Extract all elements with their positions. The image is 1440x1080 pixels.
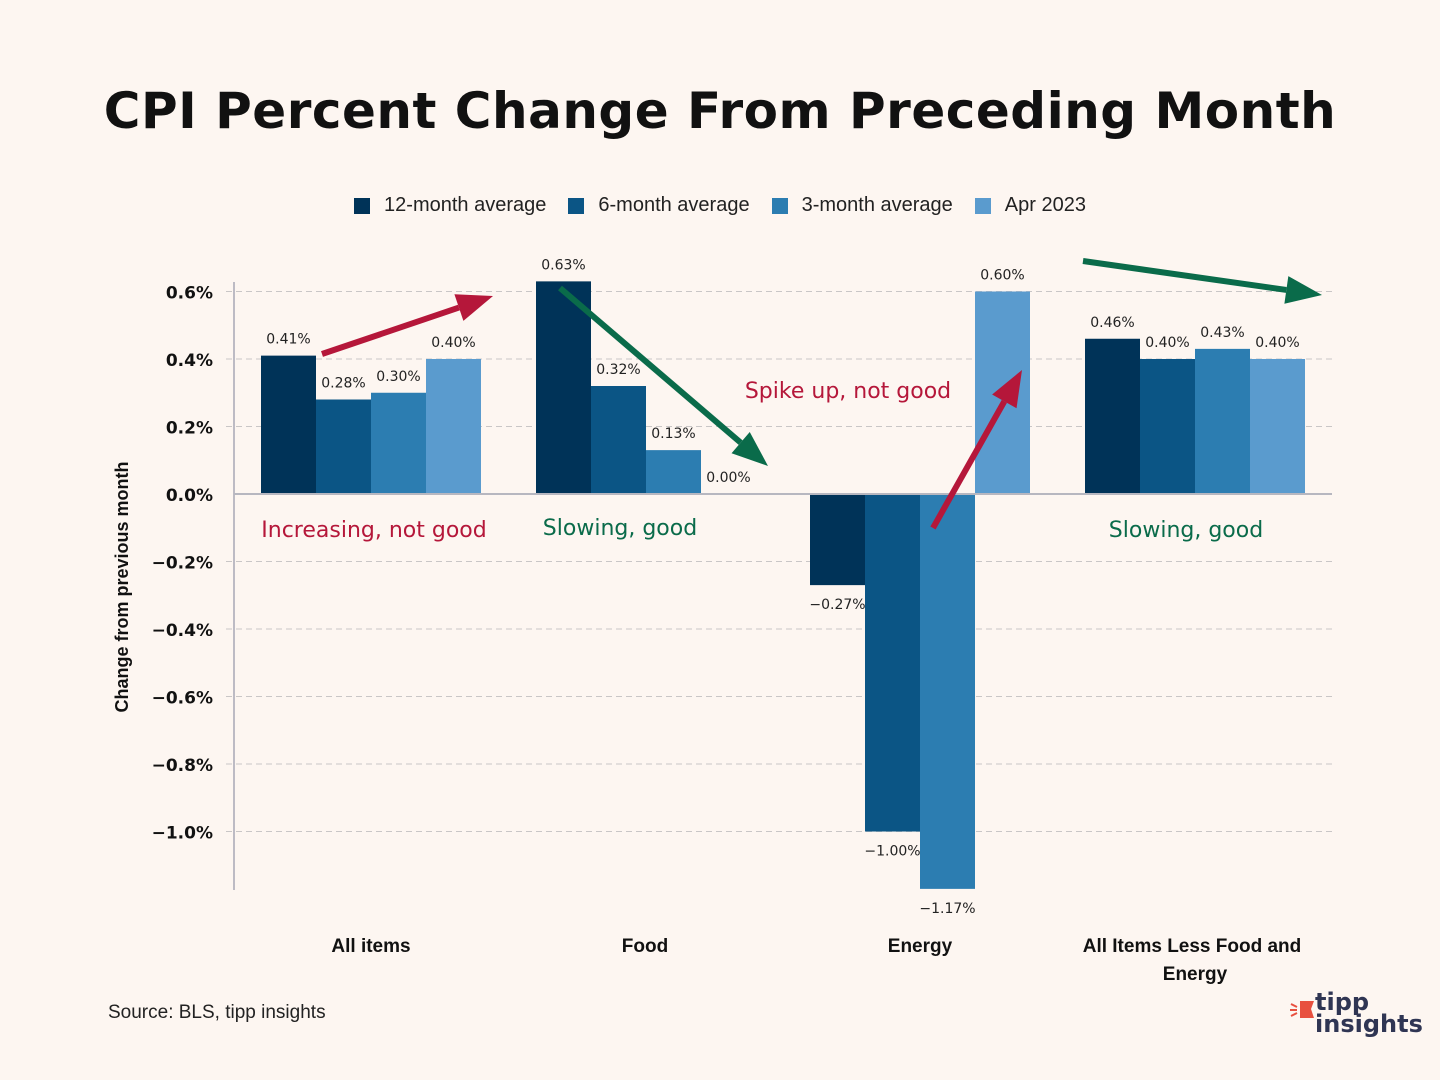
arrow-head-icon [731,431,768,466]
y-tick-label: −0.4% [152,621,213,641]
bar-1-2 [646,450,701,494]
arrow-head-icon [454,294,493,321]
y-tick-label: −0.8% [152,756,213,776]
bar-0-2 [371,392,426,494]
legend-item: 12-month average [354,194,546,217]
tipp-insights-logo: tipp insights [1282,990,1432,1045]
data-label: 0.00% [706,470,750,486]
legend-item: 3-month average [771,194,953,217]
bar-3-0 [1085,338,1140,494]
data-label: 0.43% [1200,325,1244,341]
legend-swatch [568,197,585,214]
trend-arrow-up-icon [930,399,1007,530]
y-tick-label: −1.0% [152,824,213,844]
logo-text-tipp: tipp [1315,988,1370,1016]
legend-item: Apr 2023 [974,194,1086,217]
data-label: 0.46% [1090,315,1134,331]
logo-flag-icon [1290,1001,1314,1018]
bar-1-0 [536,281,591,494]
y-tick-label: 0.0% [166,486,213,506]
annotation-text: Slowing, good [543,516,697,541]
legend-item: 6-month average [568,194,750,217]
bar-0-0 [261,355,316,494]
x-tick-label: Food [622,936,668,957]
data-label: −1.17% [919,901,975,917]
source-note: Source: BLS, tipp insights [108,1002,326,1023]
annotation-text: Increasing, not good [261,518,486,543]
legend: 12-month average 6-month average 3-month a… [0,194,1440,217]
x-tick-label: All items [331,936,410,957]
trend-arrow-down-icon [1082,258,1287,293]
data-label: 0.28% [321,376,365,392]
y-tick-label: −0.6% [152,689,213,709]
bar-2-2 [920,494,975,889]
data-label: 0.40% [1255,335,1299,351]
y-axis-label: Change from previous month [112,461,132,712]
data-label: 0.13% [651,426,695,442]
bar-0-1 [316,399,371,494]
data-label: 0.60% [980,268,1024,284]
arrow-head-icon [992,370,1022,409]
bar-3-2 [1195,348,1250,494]
logo-text-insights: insights [1315,1010,1423,1038]
annotation-text: Spike up, not good [745,379,951,404]
data-label: −1.00% [864,844,920,860]
legend-label: 12-month average [384,194,547,216]
chart-title: CPI Percent Change From Preceding Month [103,82,1337,140]
data-label: −0.27% [809,597,865,613]
arrow-head-icon [1284,276,1322,304]
data-label: 0.40% [1145,335,1189,351]
bar-2-1 [865,494,920,832]
x-tick-label: Energy [888,936,953,957]
y-tick-label: 0.6% [166,284,213,304]
legend-swatch [771,197,788,214]
y-tick-label: 0.2% [166,419,213,439]
legend-swatch [974,197,991,214]
data-label: 0.30% [376,369,420,385]
legend-label: Apr 2023 [1004,194,1086,216]
legend-label: 3-month average [801,194,953,216]
data-label: 0.41% [266,332,310,348]
trend-arrow-down-icon [558,285,743,445]
bar-3-3 [1250,359,1305,494]
y-tick-label: 0.4% [166,351,213,371]
bar-0-3 [426,359,481,494]
bar-1-1 [591,386,646,494]
y-tick-label: −0.2% [152,554,213,574]
legend-swatch [354,197,371,214]
x-tick-label: All Items Less Food and Energy [1083,936,1302,985]
bar-2-0 [810,494,865,586]
chart: 0.6% 0.4% 0.2% 0.0% −0.2% −0.4% −0.6% −0.8% −1.0… [112,257,1332,985]
trend-arrow-up-icon [321,304,460,357]
data-label: 0.63% [541,257,585,273]
bar-3-1 [1140,359,1195,494]
annotation-text: Slowing, good [1109,518,1263,543]
legend-label: 6-month average [598,194,750,216]
data-label: 0.32% [596,362,640,378]
data-label: 0.40% [431,335,475,351]
